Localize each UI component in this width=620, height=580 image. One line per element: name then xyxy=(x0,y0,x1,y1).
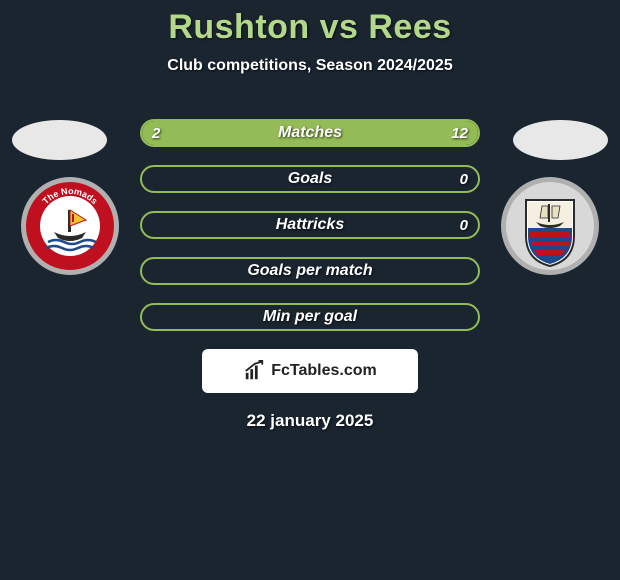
stat-bar: Min per goal xyxy=(140,303,480,331)
left-club-badge: The Nomads xyxy=(20,176,120,276)
stat-bar: Goals per match xyxy=(140,257,480,285)
bar-label: Matches xyxy=(142,121,478,145)
date-text: 22 january 2025 xyxy=(0,411,620,431)
right-player-oval xyxy=(513,120,608,160)
stat-bar: Hattricks0 xyxy=(140,211,480,239)
logo-text: FcTables.com xyxy=(271,362,377,380)
bar-label: Goals xyxy=(142,167,478,191)
chart-icon xyxy=(243,360,265,382)
fctables-logo: FcTables.com xyxy=(202,349,418,393)
shield-icon xyxy=(500,176,600,276)
infographic-root: Rushton vs Rees Club competitions, Seaso… xyxy=(0,0,620,431)
bar-label: Min per goal xyxy=(142,305,478,329)
page-title: Rushton vs Rees xyxy=(0,8,620,47)
subtitle: Club competitions, Season 2024/2025 xyxy=(0,57,620,75)
bar-value-right: 0 xyxy=(460,213,468,237)
left-player-oval xyxy=(12,120,107,160)
shield-icon: The Nomads xyxy=(20,176,120,276)
bar-value-right: 12 xyxy=(451,121,468,145)
bar-value-right: 0 xyxy=(460,167,468,191)
right-club-badge xyxy=(500,176,600,276)
bar-value-left: 2 xyxy=(152,121,160,145)
comparison-bars: Matches212Goals0Hattricks0Goals per matc… xyxy=(140,119,480,331)
stat-bar: Goals0 xyxy=(140,165,480,193)
bar-label: Goals per match xyxy=(142,259,478,283)
stat-bar: Matches2 12 xyxy=(140,119,480,147)
bar-label: Hattricks xyxy=(142,213,478,237)
